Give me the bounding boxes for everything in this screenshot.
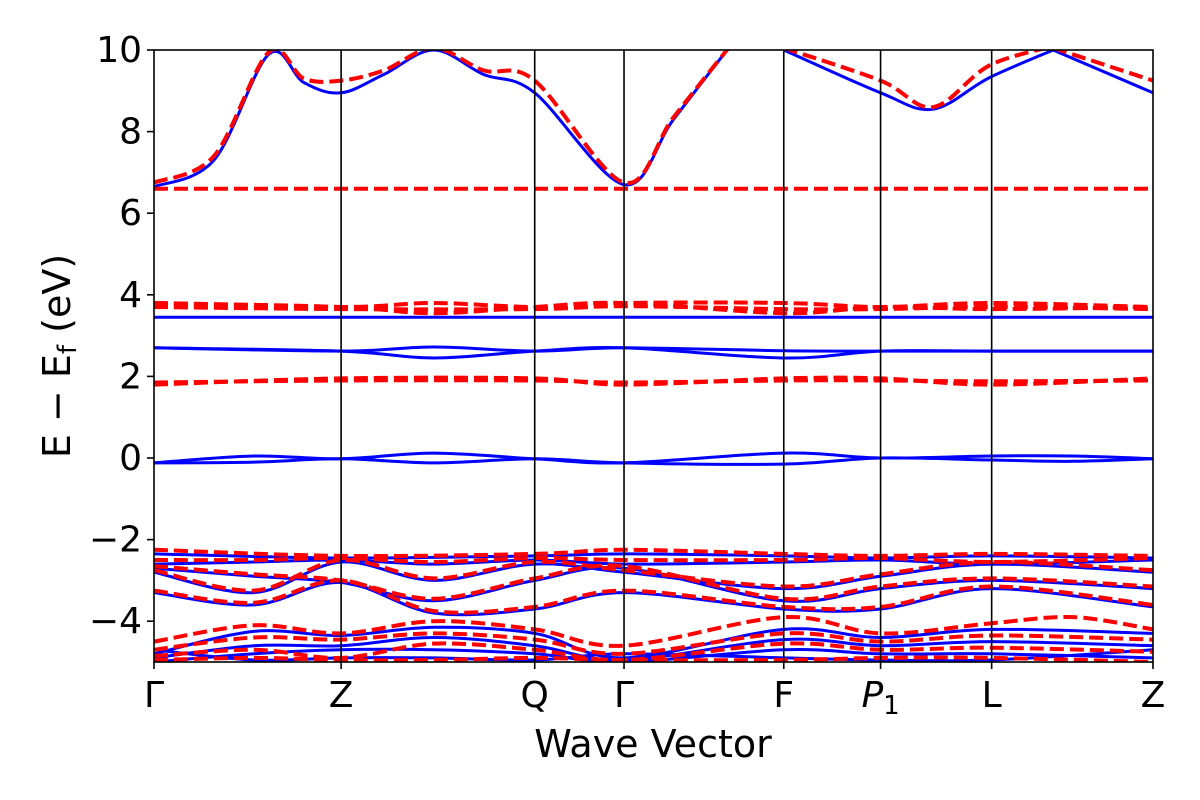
dashed-band-0	[154, 50, 730, 185]
dashed-band-10	[154, 555, 1153, 564]
y-axis-title-space	[35, 333, 79, 345]
y-tick-label: 8	[119, 112, 142, 153]
x-tick-label: F	[773, 675, 794, 716]
dashed-band-2	[1052, 50, 1153, 83]
x-tick-label: Z	[329, 675, 354, 716]
high-symmetry-lines	[340, 50, 993, 662]
x-axis: Γ Z Q Γ F P1 L Z	[144, 662, 1165, 721]
y-tick-label: −4	[89, 601, 142, 642]
x-tick-label: Γ	[614, 675, 634, 716]
dashed-band-11	[154, 557, 1153, 593]
bands-layer	[154, 50, 1153, 662]
y-tick-label: 0	[119, 438, 142, 479]
x-tick-label: Z	[1141, 675, 1166, 716]
dashed-band-12	[154, 578, 1153, 615]
y-axis-title-main: E − E	[35, 354, 79, 458]
y-axis: −4 −2 0 2 4 6 8 10	[89, 30, 154, 642]
dashed-band-1	[783, 50, 1047, 110]
svg-text:E − Ef (eV): E − Ef (eV)	[35, 254, 83, 458]
y-tick-label: −2	[89, 520, 142, 561]
y-axis-title-sub: f	[53, 344, 83, 354]
x-axis-title: Wave Vector	[534, 722, 772, 766]
plot-frame	[153, 49, 1154, 663]
x-tick-label: L	[982, 675, 1002, 716]
x-tick-label: P1	[861, 675, 899, 721]
y-tick-label: 4	[119, 275, 142, 316]
y-tick-label: 6	[119, 193, 142, 234]
x-tick-label: Γ	[144, 675, 164, 716]
solid-band-0	[154, 50, 729, 189]
dashed-band-14	[154, 614, 1153, 648]
solid-band-9	[154, 558, 1153, 566]
y-axis-title: E − Ef (eV)	[35, 254, 83, 458]
y-tick-label: 2	[119, 356, 142, 397]
y-axis-title-unit: (eV)	[35, 254, 79, 333]
solid-band-5	[154, 346, 1153, 360]
y-tick-label: 10	[96, 30, 142, 71]
dashed-band-13	[154, 563, 1153, 602]
x-tick-label: Q	[521, 675, 549, 716]
solid-band-1	[783, 50, 1058, 112]
dashed-band-15	[154, 631, 1153, 656]
solid-band-2	[1052, 50, 1153, 95]
dashed-band-17	[154, 655, 1153, 662]
